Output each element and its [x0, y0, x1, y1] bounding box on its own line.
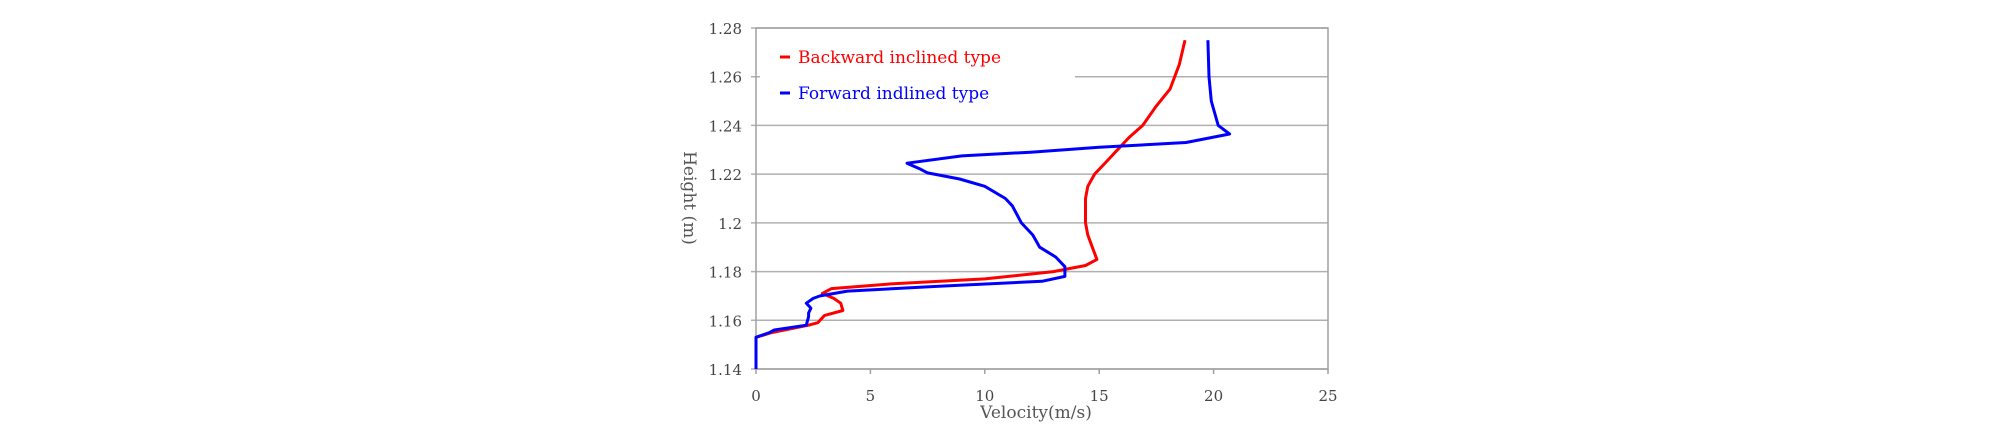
- x-tick-label: 15: [1090, 387, 1109, 405]
- y-tick-label: 1.14: [709, 361, 742, 379]
- y-tick-label: 1.16: [709, 312, 742, 330]
- series-line-backward: [754, 39, 1187, 369]
- y-tick-label: 1.26: [709, 69, 742, 87]
- x-axis-label: Velocity(m/s): [979, 403, 1092, 423]
- x-tick-label: 20: [1204, 387, 1223, 405]
- legend-box: [760, 32, 1075, 110]
- y-tick-label: 1.22: [709, 166, 742, 184]
- x-tick-label: 25: [1318, 387, 1337, 405]
- y-axis-label: Height (m): [679, 151, 699, 245]
- series-lines: [754, 39, 1232, 369]
- y-tick-label: 1.28: [709, 20, 742, 38]
- series-line-forward: [754, 40, 1232, 369]
- plot-area-border: [755, 27, 1329, 370]
- y-tick-label: 1.24: [709, 117, 742, 135]
- legend: Backward inclined type Forward indlined …: [760, 32, 1075, 110]
- y-tick-labels: 1.14 1.16 1.18 1.2 1.22 1.24 1.26 1.28: [709, 20, 742, 379]
- x-tick-label: 5: [866, 387, 876, 405]
- y-tick-label: 1.2: [718, 215, 742, 233]
- legend-label-forward: Forward indlined type: [798, 84, 989, 104]
- x-tick-label: 0: [751, 387, 761, 405]
- x-tick-label: 10: [975, 387, 994, 405]
- legend-label-backward: Backward inclined type: [798, 48, 1001, 68]
- y-tick-label: 1.18: [709, 264, 742, 282]
- x-tick-labels: 0 5 10 15 20 25: [751, 369, 1338, 405]
